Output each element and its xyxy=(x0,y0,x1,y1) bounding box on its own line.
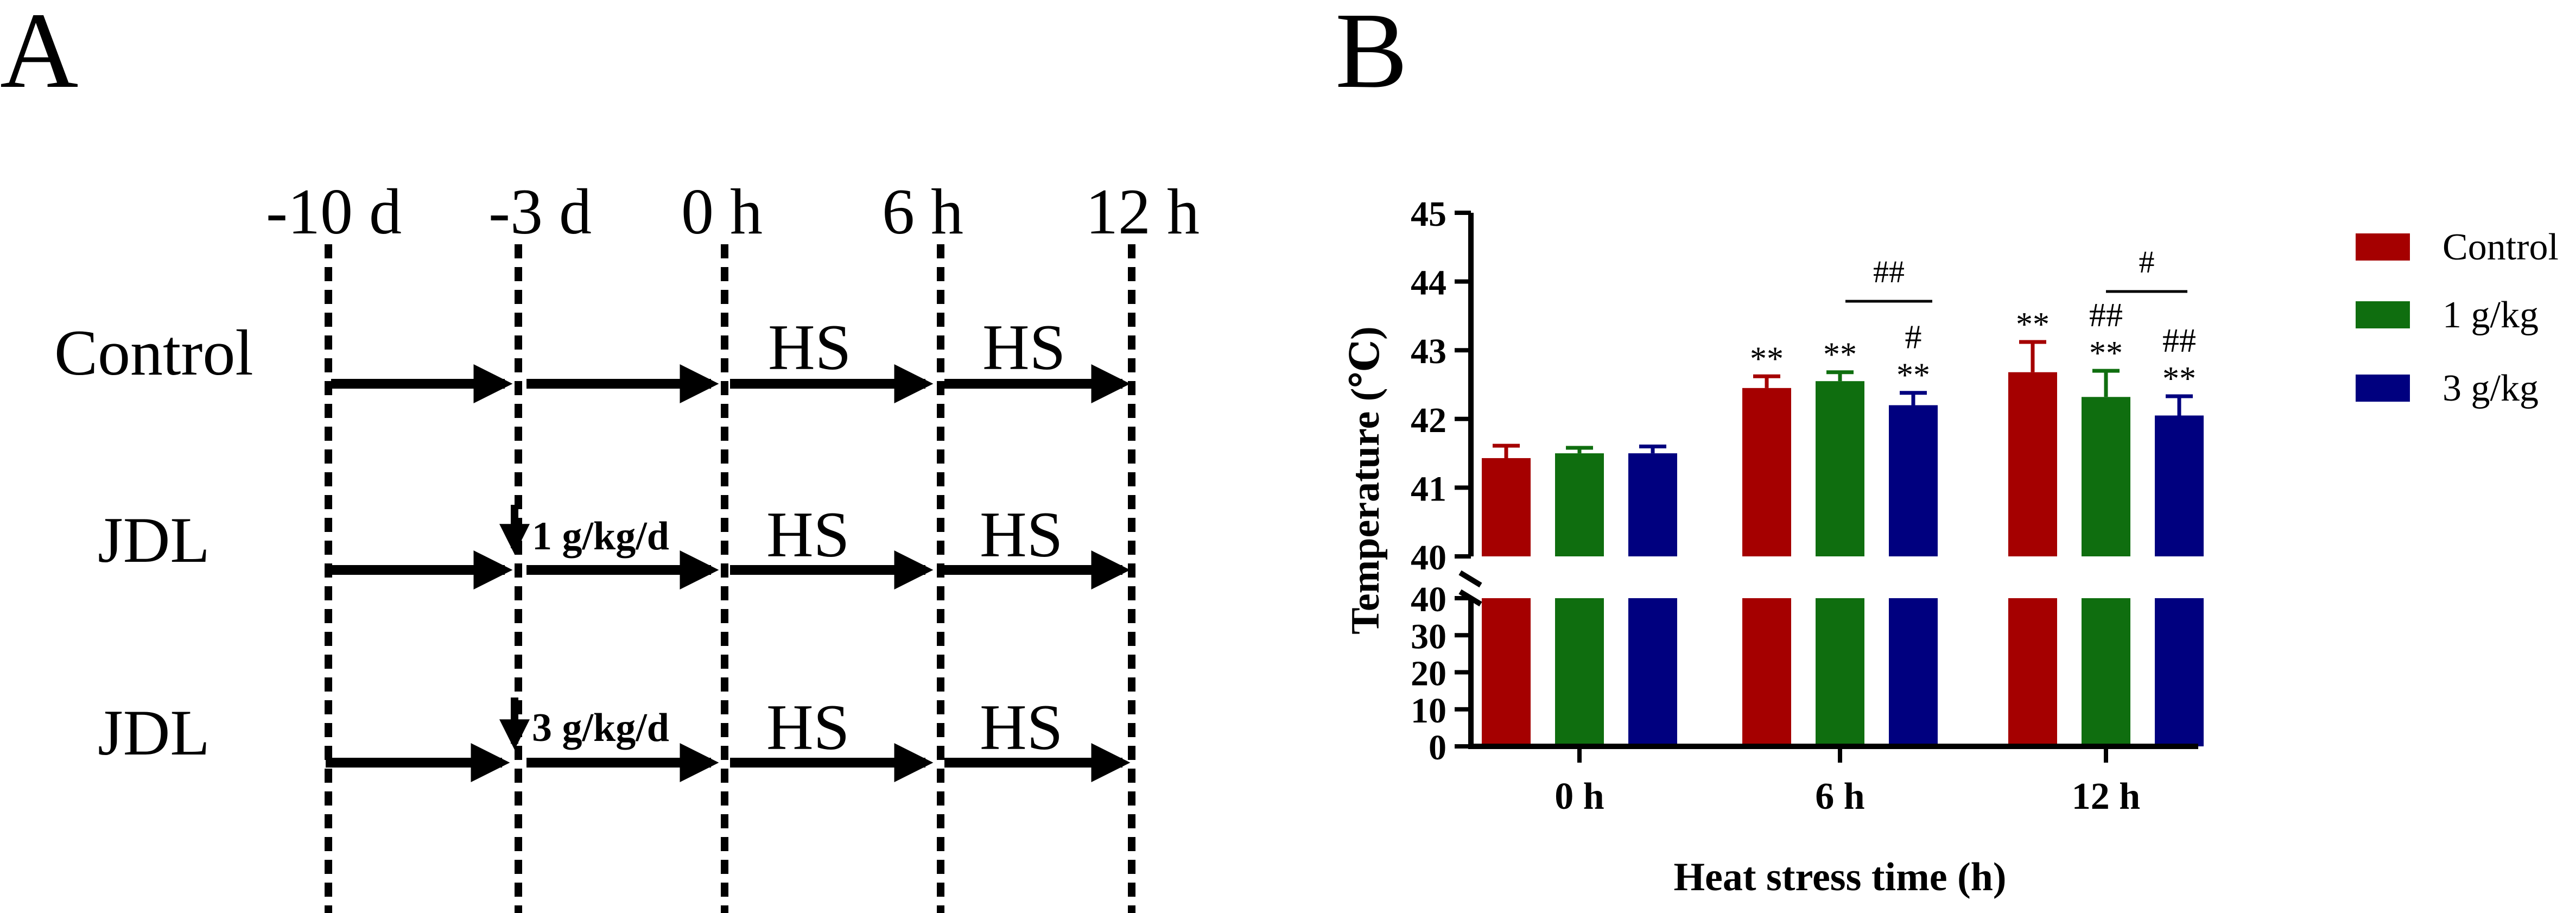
panel-a-letter: A xyxy=(0,0,78,111)
hs-label: HS xyxy=(766,498,849,570)
panel-b: B ******##**#**##** 40414243444501020304… xyxy=(1335,0,2559,899)
bar-lower-segment xyxy=(1816,598,1864,746)
significance-label: ## xyxy=(2162,322,2196,359)
legend-swatch-1gkg xyxy=(2356,301,2410,328)
y-tick-label: 42 xyxy=(1411,401,1446,440)
bar xyxy=(2155,415,2204,556)
significance-label: ** xyxy=(2016,306,2050,343)
x-tick-label: 12 h xyxy=(2072,776,2140,817)
y-tick-label: 40 xyxy=(1411,538,1446,578)
y-tick-label: 30 xyxy=(1411,617,1446,656)
x-axis-title: Heat stress time (h) xyxy=(1673,855,2006,899)
axis-break-mark xyxy=(1458,570,1482,588)
legend-item-1gkg: 1 g/kg xyxy=(2356,294,2539,336)
row-jdl-3: JDL 3 g/kg/d HS HS xyxy=(98,691,1131,782)
row-control: Control HS HS xyxy=(54,311,1131,403)
y-axis xyxy=(1458,213,1482,746)
bracket-label: ## xyxy=(1873,254,1905,289)
legend-label-3gkg: 3 g/kg xyxy=(2442,367,2539,409)
hs-label: HS xyxy=(766,691,849,763)
y-tick-label: 41 xyxy=(1411,469,1446,509)
significance-label: ## xyxy=(2089,297,2123,334)
bar-lower-segment xyxy=(1742,598,1791,746)
y-tick-label: 0 xyxy=(1429,728,1446,768)
timeline-labels: -10 d -3 d 0 h 6 h 12 h xyxy=(266,175,1200,248)
significance-label: ** xyxy=(1823,337,1857,373)
bar xyxy=(1742,388,1791,556)
bracket-label: # xyxy=(2139,244,2155,280)
panel-a: A -10 d -3 d 0 h 6 h 12 h Control HS HS xyxy=(0,0,1200,913)
significance-annotations-layer: ******##**#**##** xyxy=(1750,297,2196,397)
time-label-6h: 6 h xyxy=(882,175,963,248)
y-tick-label: 10 xyxy=(1411,691,1446,731)
significance-label: ** xyxy=(2089,335,2123,372)
bar xyxy=(1889,405,1938,556)
y-tick-label: 40 xyxy=(1411,580,1446,619)
time-label-0h: 0 h xyxy=(681,175,763,248)
bar-lower-segment xyxy=(1889,598,1938,746)
y-tick-label: 45 xyxy=(1411,194,1446,234)
bar xyxy=(2082,397,2130,556)
x-ticks-layer: 0 h 6 h 12 h xyxy=(1555,746,2140,817)
dose-label: 3 g/kg/d xyxy=(532,706,669,750)
legend-swatch-3gkg xyxy=(2356,375,2410,402)
time-label-12h: 12 h xyxy=(1086,175,1200,248)
bar xyxy=(1555,453,1604,556)
bar-chart: ******##**#**##** 404142434445010203040 … xyxy=(1343,194,2559,899)
bar-lower-segment xyxy=(1628,598,1677,746)
bar-lower-segment xyxy=(1482,598,1531,746)
time-label-minus3d: -3 d xyxy=(488,175,592,248)
legend-item-control: Control xyxy=(2356,226,2559,268)
legend-swatch-control xyxy=(2356,233,2410,261)
timeline-dashed-lines xyxy=(325,244,1135,913)
bar xyxy=(2008,372,2057,556)
bar xyxy=(1482,458,1531,556)
y-tick-label: 43 xyxy=(1411,332,1446,371)
bracket-12h: # xyxy=(2106,244,2187,293)
x-tick-label: 0 h xyxy=(1555,776,1604,817)
hs-label: HS xyxy=(980,691,1063,763)
bar xyxy=(1816,381,1864,556)
hs-label: HS xyxy=(980,498,1063,570)
bar-lower-segment xyxy=(2155,598,2204,746)
error-bars-layer xyxy=(1493,340,2193,458)
significance-label: # xyxy=(1905,319,1922,356)
hs-label: HS xyxy=(768,311,851,383)
y-tick-label: 20 xyxy=(1411,654,1446,694)
legend-label-1gkg: 1 g/kg xyxy=(2442,294,2539,336)
bars-layer xyxy=(1482,372,2204,746)
panel-b-letter: B xyxy=(1335,0,1407,111)
bar xyxy=(1628,453,1677,556)
row-label-jdl: JDL xyxy=(98,504,210,576)
bar-lower-segment xyxy=(2082,598,2130,746)
legend-label-control: Control xyxy=(2442,226,2559,268)
y-axis-title: Temperature (℃) xyxy=(1343,326,1388,635)
bar-lower-segment xyxy=(1555,598,1604,746)
x-tick-label: 6 h xyxy=(1815,776,1864,817)
row-jdl-1: JDL 1 g/kg/d HS HS xyxy=(98,498,1131,589)
significance-label: ** xyxy=(1896,357,1930,394)
row-label-control: Control xyxy=(54,316,253,389)
bar-lower-segment xyxy=(2008,598,2057,746)
row-label-jdl: JDL xyxy=(98,696,210,769)
y-tick-label: 44 xyxy=(1411,263,1446,303)
time-label-minus10d: -10 d xyxy=(266,175,402,248)
dose-label: 1 g/kg/d xyxy=(532,514,669,559)
hs-label: HS xyxy=(982,311,1065,383)
significance-label: ** xyxy=(1750,340,1784,377)
legend: Control 1 g/kg 3 g/kg xyxy=(2356,226,2559,409)
significance-label: ** xyxy=(2162,360,2196,397)
bracket-6h: ## xyxy=(1845,254,1932,303)
legend-item-3gkg: 3 g/kg xyxy=(2356,367,2539,409)
